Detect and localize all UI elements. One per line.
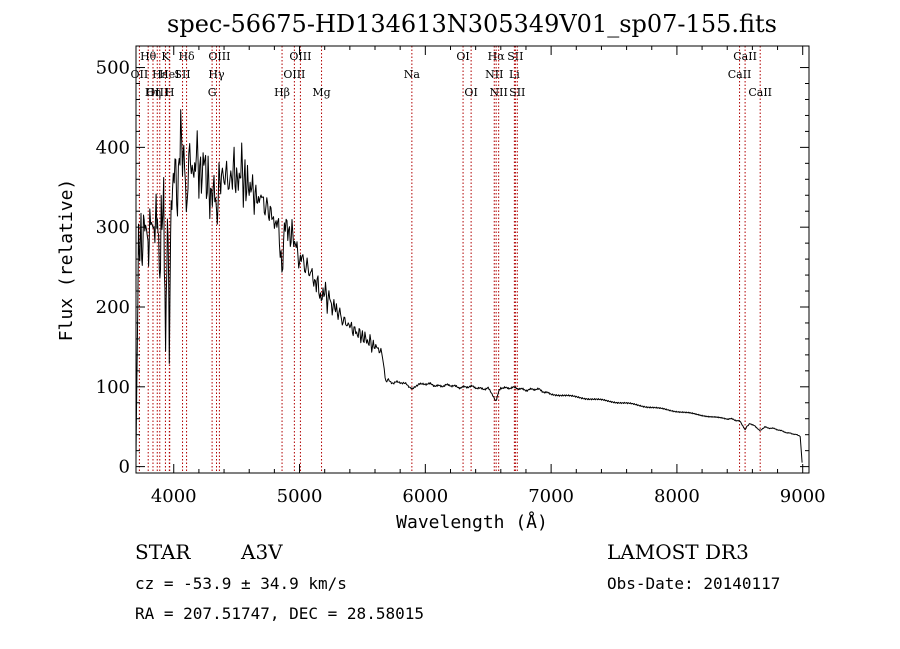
- y-axis-label: Flux (relative): [56, 179, 77, 342]
- line-marker-label-27: CaII: [728, 68, 752, 81]
- line-marker-label-1: OII: [131, 68, 149, 81]
- line-marker-label-2: OIII: [146, 86, 168, 99]
- x-tick-label-1: 5000: [277, 486, 323, 507]
- y-tick-label-5: 500: [96, 58, 130, 79]
- line-marker-label-11: Hγ: [208, 68, 225, 81]
- line-marker-label-28: CaII: [748, 86, 772, 99]
- line-marker-label-16: Mg: [312, 86, 330, 99]
- object-subclass: A3V: [241, 540, 283, 564]
- line-marker-label-8: SII: [174, 68, 190, 81]
- y-tick-label-4: 400: [96, 137, 130, 158]
- y-tick-label-2: 200: [96, 297, 130, 318]
- y-tick-label-0: 0: [119, 457, 130, 478]
- line-marker-label-18: OI: [456, 50, 469, 63]
- line-marker-label-14: OIII: [283, 68, 305, 81]
- x-tick-label-0: 4000: [151, 486, 197, 507]
- line-marker-label-5: K: [161, 50, 170, 63]
- x-tick-label-3: 7000: [528, 486, 574, 507]
- x-tick-label-4: 8000: [654, 486, 700, 507]
- x-axis-label: Wavelength (Å): [396, 511, 548, 533]
- chart-title: spec-56675-HD134613N305349V01_sp07-155.f…: [167, 10, 777, 38]
- line-marker-label-12: G: [208, 86, 217, 99]
- y-axis: 0 100 200 300 400 500: [96, 58, 809, 478]
- coordinates: RA = 207.51747, DEC = 28.58015: [135, 604, 424, 623]
- y-tick-label-1: 100: [96, 377, 130, 398]
- obs-date: Obs-Date: 20140117: [607, 574, 781, 593]
- redshift-readout: cz = -53.9 ± 34.9 km/s: [135, 574, 347, 593]
- line-marker-label-21: SII: [507, 50, 523, 63]
- line-marker-label-15: Hβ: [274, 86, 290, 99]
- line-marker-label-9: Hδ: [178, 50, 195, 63]
- line-marker-label-22: NII: [485, 68, 503, 81]
- line-marker-label-7: H: [165, 86, 175, 99]
- spectrum-series: [135, 109, 803, 463]
- line-marker-label-10: OIII: [208, 50, 230, 63]
- y-tick-label-3: 300: [96, 217, 130, 238]
- line-marker-label-23: Li: [509, 68, 520, 81]
- emission-line-markers: HθOIIOIIIHεHηKHeIHSIIHδOIIIHγGOIIIOIIIHβ…: [131, 46, 772, 473]
- line-marker-label-19: OI: [464, 86, 477, 99]
- x-axis: 4000 5000 6000 7000 8000 9000: [151, 46, 826, 507]
- spectrum-line-0: [135, 109, 803, 463]
- survey-label: LAMOST DR3: [607, 540, 749, 564]
- x-tick-label-2: 6000: [402, 486, 448, 507]
- line-marker-label-20: Hα: [488, 50, 506, 63]
- line-marker-label-13: OIII: [289, 50, 311, 63]
- line-marker-label-4: Hη: [145, 86, 161, 99]
- line-marker-label-24: NII: [490, 86, 508, 99]
- object-class: STAR: [135, 540, 191, 564]
- line-marker-label-3: Hε: [152, 68, 168, 81]
- line-marker-label-17: Na: [404, 68, 421, 81]
- line-marker-label-26: CaII: [733, 50, 757, 63]
- plot-frame: [135, 45, 810, 474]
- x-tick-label-5: 9000: [780, 486, 826, 507]
- line-marker-label-0: Hθ: [140, 50, 157, 63]
- line-marker-label-25: SII: [509, 86, 525, 99]
